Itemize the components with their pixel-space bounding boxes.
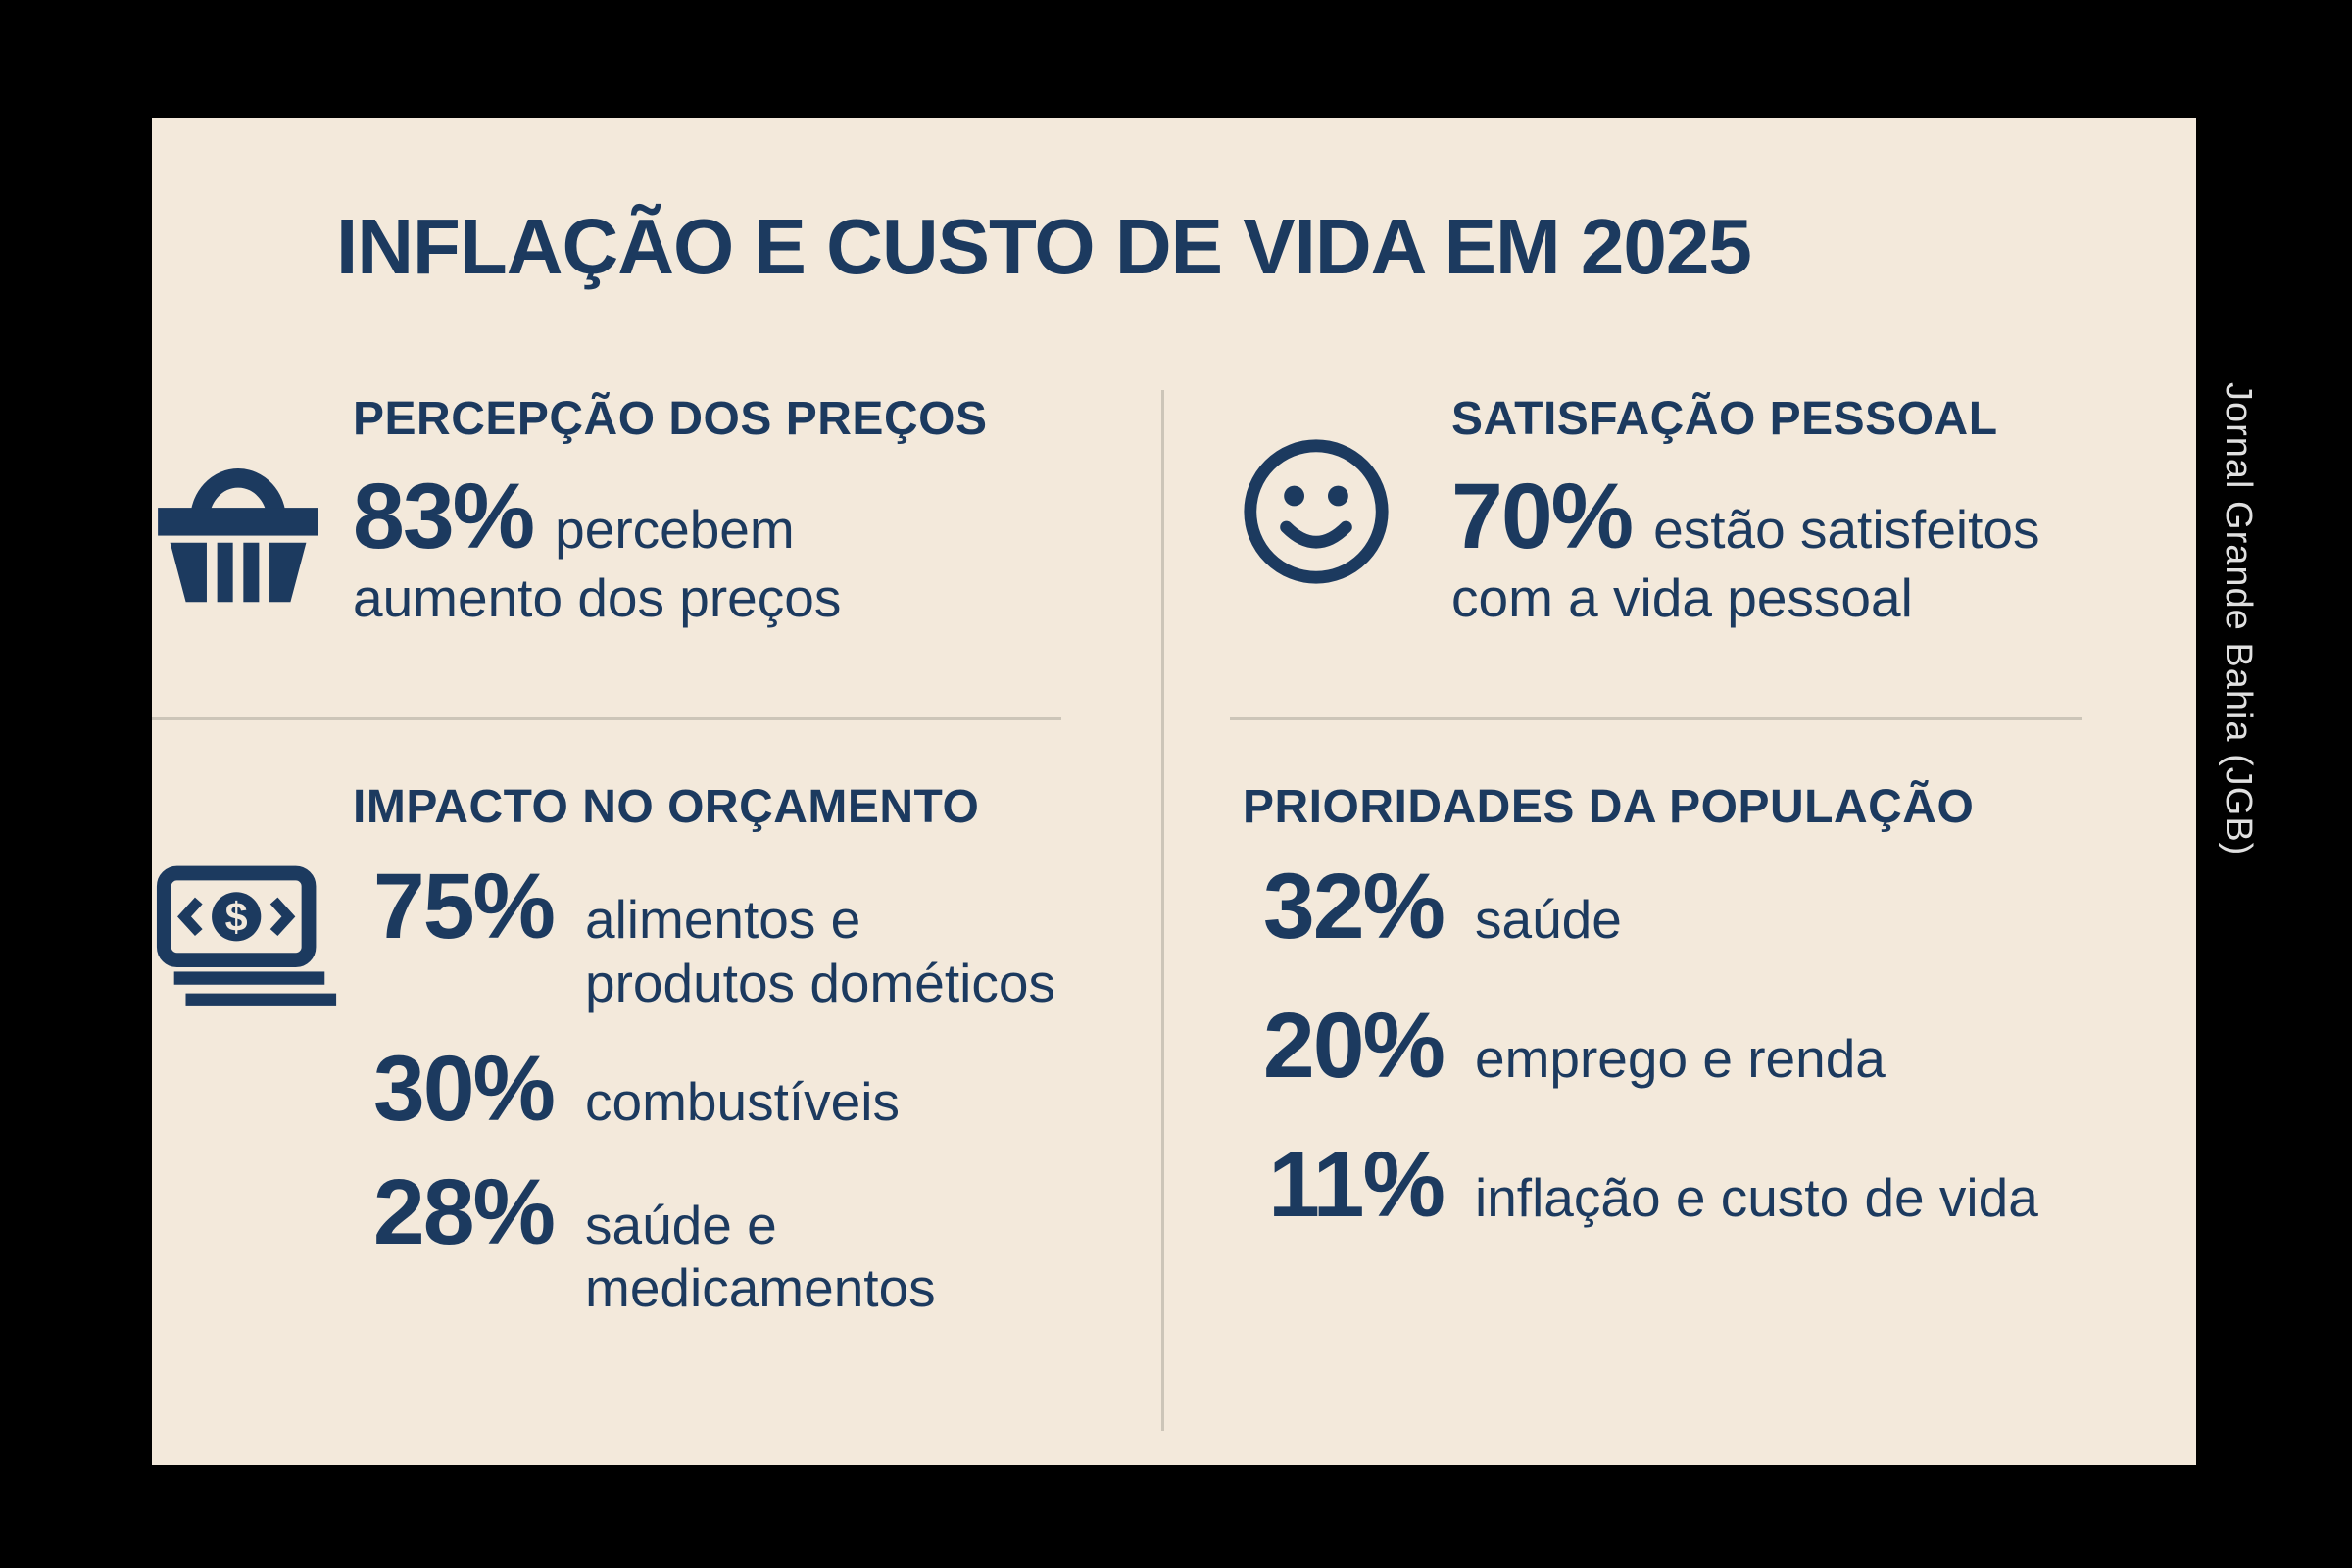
stat-row: 30% combustíveis	[353, 1036, 1055, 1141]
stat-label: combustíveis	[585, 1070, 900, 1132]
section-divider-left	[152, 717, 1061, 720]
stat-value: 32%	[1262, 855, 1446, 958]
stat-value: 70%	[1451, 465, 1634, 568]
stat-label: inflação e custo de vida	[1475, 1166, 2038, 1228]
infographic-panel: INFLAÇÃO E CUSTO DE VIDA EM 2025 PERCEPÇ…	[152, 118, 2196, 1465]
stat-row: 75% alimentos e produtos dométicos	[353, 858, 1055, 1015]
section-heading-impacto: IMPACTO NO ORÇAMENTO	[353, 781, 980, 833]
banknotes-icon: $	[154, 862, 342, 1011]
infographic-title: INFLAÇÃO E CUSTO DE VIDA EM 2025	[336, 203, 1752, 290]
stat-row: 20% emprego e renda	[1243, 993, 2038, 1098]
section-heading-prioridades: PRIORIDADES DA POPULAÇÃO	[1243, 781, 1975, 833]
stat-label: alimentos e produtos dométicos	[585, 889, 1055, 1013]
impacto-items: 75% alimentos e produtos dométicos 30% c…	[353, 858, 1055, 1346]
section-heading-percepcao: PERCEPÇÃO DOS PREÇOS	[353, 393, 988, 445]
stat-label: saúde e medicamentos	[585, 1194, 936, 1319]
percepcao-stat-block: 83% percebem aumento dos preços	[353, 465, 862, 629]
stat-row: 11% inflação e custo de vida	[1243, 1132, 2038, 1237]
svg-text:$: $	[225, 895, 248, 940]
stat-label: estão satisfeitos com a vida pessoal	[1451, 499, 2040, 629]
stat-row: 28% saúde e medicamentos	[353, 1159, 1055, 1321]
smiley-face-icon	[1238, 433, 1395, 590]
stat-value: 75%	[372, 855, 556, 958]
stat-label: emprego e renda	[1475, 1027, 1886, 1089]
column-divider	[1161, 390, 1164, 1431]
stat-value: 11%	[1268, 1132, 1446, 1237]
stat-label: percebem aumento dos preços	[353, 499, 842, 629]
stat-value: 83%	[353, 465, 535, 568]
source-credit: Jornal Grande Bahia (JGB)	[2218, 382, 2259, 857]
stat-value: 20%	[1262, 993, 1446, 1098]
section-divider-right	[1230, 717, 2082, 720]
stat-value: 28%	[372, 1159, 556, 1264]
stat-label: saúde	[1475, 889, 1622, 950]
stat-value: 30%	[372, 1036, 556, 1141]
satisfacao-stat-block: 70% estão satisfeitos com a vida pessoal	[1451, 465, 2128, 629]
prioridades-items: 32% saúde 20% emprego e renda 11% inflaç…	[1243, 858, 2038, 1275]
shopping-basket-icon	[150, 429, 326, 604]
section-heading-satisfacao: SATISFAÇÃO PESSOAL	[1451, 393, 1998, 445]
stat-row: 32% saúde	[1243, 858, 2038, 956]
